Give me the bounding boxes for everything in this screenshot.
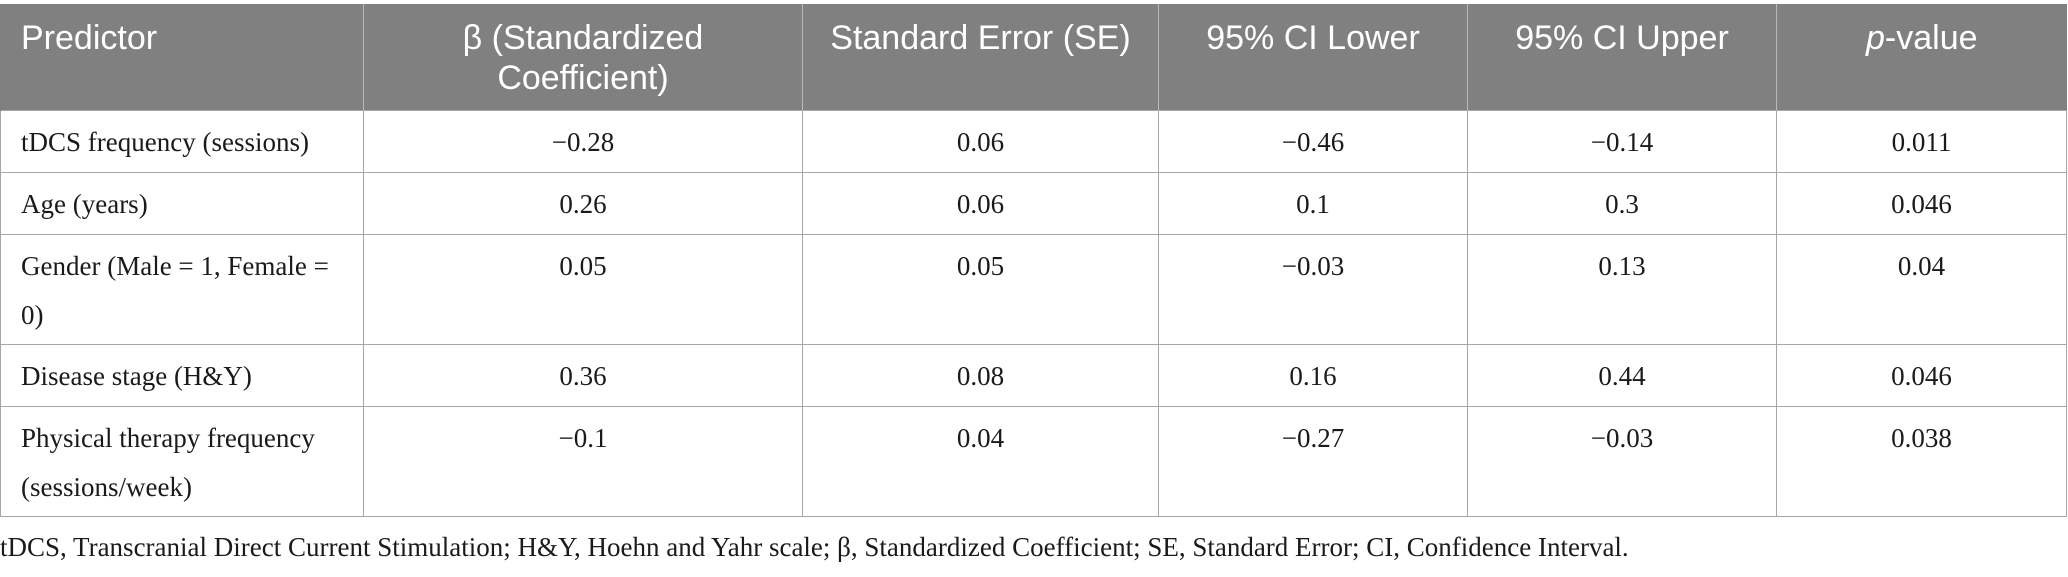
p-value-cell: 0.046	[1776, 344, 2067, 407]
header-p-suffix: -value	[1884, 19, 1978, 57]
predictor-cell: Disease stage (H&Y)	[0, 344, 364, 407]
table-body: tDCS frequency (sessions) −0.28 0.06 −0.…	[0, 110, 2067, 517]
regression-table-container: Predictor β (Standardized Coefficient) S…	[0, 4, 2067, 517]
ci-lower-cell: 0.1	[1158, 172, 1468, 235]
se-cell: 0.08	[802, 344, 1159, 407]
table-row: Age (years) 0.26 0.06 0.1 0.3 0.046	[0, 172, 2067, 235]
beta-cell: 0.36	[363, 344, 803, 407]
header-ci-lower: 95% CI Lower	[1158, 4, 1468, 111]
header-ci-upper: 95% CI Upper	[1467, 4, 1777, 111]
se-cell: 0.05	[802, 234, 1159, 345]
p-value-cell: 0.04	[1776, 234, 2067, 345]
beta-cell: −0.28	[363, 110, 803, 173]
table-row: Disease stage (H&Y) 0.36 0.08 0.16 0.44 …	[0, 344, 2067, 407]
p-value-cell: 0.038	[1776, 406, 2067, 517]
regression-table: Predictor β (Standardized Coefficient) S…	[0, 4, 2067, 517]
predictor-cell: Physical therapy frequency (sessions/wee…	[0, 406, 364, 517]
ci-upper-cell: −0.03	[1467, 406, 1777, 517]
header-p-italic: p	[1865, 19, 1885, 57]
table-row: tDCS frequency (sessions) −0.28 0.06 −0.…	[0, 110, 2067, 173]
header-p-value: p-value	[1776, 4, 2067, 111]
ci-upper-cell: 0.13	[1467, 234, 1777, 345]
predictor-cell: Age (years)	[0, 172, 364, 235]
header-row: Predictor β (Standardized Coefficient) S…	[0, 4, 2067, 111]
p-value-cell: 0.011	[1776, 110, 2067, 173]
ci-upper-cell: −0.14	[1467, 110, 1777, 173]
p-value-cell: 0.046	[1776, 172, 2067, 235]
ci-lower-cell: 0.16	[1158, 344, 1468, 407]
ci-upper-cell: 0.3	[1467, 172, 1777, 235]
predictor-cell: Gender (Male = 1, Female = 0)	[0, 234, 364, 345]
beta-cell: 0.26	[363, 172, 803, 235]
se-cell: 0.06	[802, 110, 1159, 173]
se-cell: 0.04	[802, 406, 1159, 517]
predictor-cell: tDCS frequency (sessions)	[0, 110, 364, 173]
table-header: Predictor β (Standardized Coefficient) S…	[0, 4, 2067, 111]
table-row: Gender (Male = 1, Female = 0) 0.05 0.05 …	[0, 234, 2067, 345]
se-cell: 0.06	[802, 172, 1159, 235]
ci-lower-cell: −0.03	[1158, 234, 1468, 345]
ci-upper-cell: 0.44	[1467, 344, 1777, 407]
header-beta: β (Standardized Coefficient)	[363, 4, 803, 111]
beta-cell: 0.05	[363, 234, 803, 345]
header-predictor: Predictor	[0, 4, 364, 111]
table-footnote: tDCS, Transcranial Direct Current Stimul…	[0, 532, 1629, 562]
table-row: Physical therapy frequency (sessions/wee…	[0, 406, 2067, 517]
header-standard-error: Standard Error (SE)	[802, 4, 1159, 111]
ci-lower-cell: −0.46	[1158, 110, 1468, 173]
ci-lower-cell: −0.27	[1158, 406, 1468, 517]
beta-cell: −0.1	[363, 406, 803, 517]
